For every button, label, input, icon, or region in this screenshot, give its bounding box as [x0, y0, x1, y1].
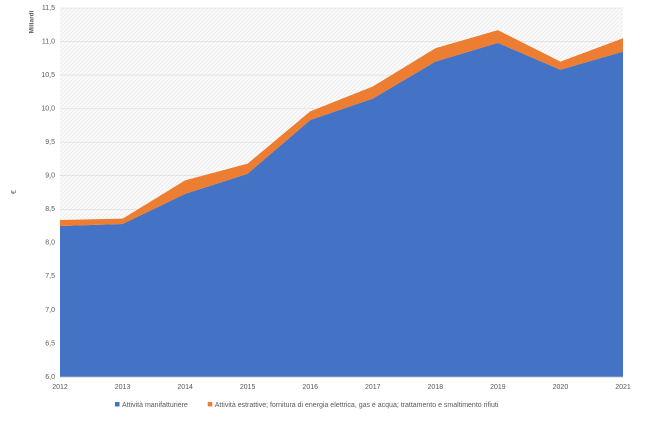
x-tick-label: 2015 [240, 384, 256, 391]
y-tick-label: 7,5 [45, 273, 55, 280]
area [60, 30, 623, 227]
x-tick-label: 2012 [52, 384, 68, 391]
legend-label: Attività estrattive; fornitura di energi… [215, 402, 499, 409]
x-tick-label: 2019 [490, 384, 506, 391]
y-tick-label: 9,5 [45, 139, 55, 146]
y-tick-label: 9,0 [45, 173, 55, 180]
legend-swatch [115, 402, 120, 407]
y-tick-label: 11,0 [42, 38, 55, 45]
y-axis-label: € [11, 190, 18, 194]
x-tick-label: 2020 [553, 384, 569, 391]
y-unit: Miliardi [29, 10, 36, 33]
y-tick-label: 6,5 [45, 340, 55, 347]
y-tick-label: 11,5 [42, 5, 55, 12]
x-tick-label: 2013 [115, 384, 131, 391]
legend-label: Attività manifatturiere [122, 402, 188, 409]
y-tick-label: 8,0 [45, 240, 55, 247]
x-tick-label: 2021 [615, 384, 631, 391]
x-tick-label: 2017 [365, 384, 381, 391]
area [60, 42, 623, 378]
y-tick-label: 10,5 [41, 72, 55, 79]
x-tick-label: 2016 [302, 384, 318, 391]
x-tick-label: 2014 [177, 384, 193, 391]
legend-swatch [207, 402, 213, 407]
y-tick-label: 6,0 [45, 374, 55, 381]
y-tick-label: 8,5 [45, 206, 55, 213]
y-tick-label: 7,0 [45, 307, 55, 314]
y-tick-label: 10,0 [41, 105, 55, 112]
x-tick-label: 2018 [428, 384, 444, 391]
